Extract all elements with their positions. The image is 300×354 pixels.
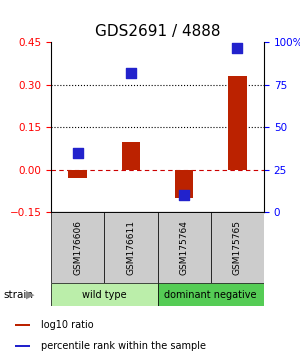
Title: GDS2691 / 4888: GDS2691 / 4888 [95, 23, 220, 39]
Bar [158, 283, 264, 306]
Bar [211, 212, 264, 283]
Bar [175, 170, 194, 198]
Text: log10 ratio: log10 ratio [40, 320, 93, 330]
Text: GSM176606: GSM176606 [73, 220, 82, 275]
Bar [104, 212, 158, 283]
Text: GSM175765: GSM175765 [233, 220, 242, 275]
Point [235, 45, 240, 50]
Point [128, 70, 133, 76]
Bar [228, 76, 247, 170]
Bar [15, 346, 31, 348]
Bar [122, 142, 140, 170]
Text: GSM175764: GSM175764 [180, 220, 189, 275]
Text: dominant negative: dominant negative [164, 290, 257, 300]
Bar [158, 212, 211, 283]
Bar [15, 324, 31, 326]
Bar [68, 170, 87, 178]
Point [182, 193, 187, 198]
Text: strain: strain [3, 290, 33, 300]
Bar [51, 212, 104, 283]
Text: GSM176611: GSM176611 [126, 220, 135, 275]
Point [75, 150, 80, 156]
Text: wild type: wild type [82, 290, 127, 300]
Text: ▶: ▶ [26, 290, 34, 300]
Bar [51, 283, 158, 306]
Text: percentile rank within the sample: percentile rank within the sample [40, 341, 206, 352]
